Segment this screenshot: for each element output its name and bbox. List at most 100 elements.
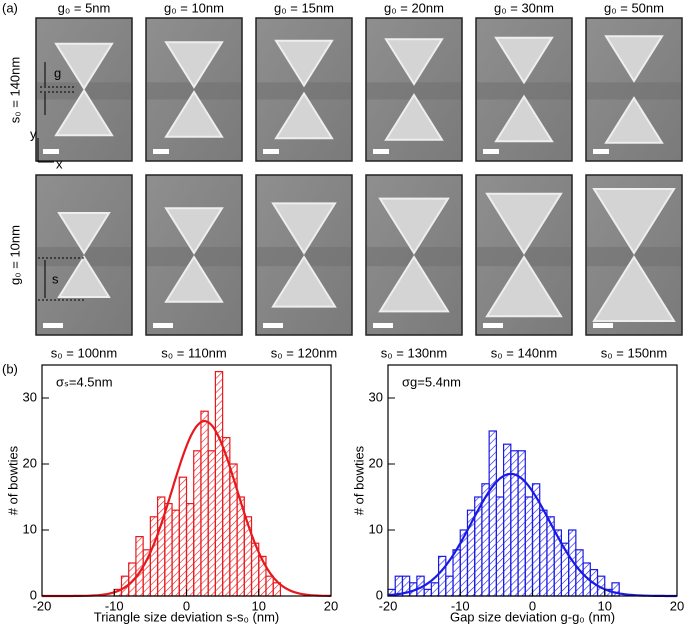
column-label: g₀ = 15nm — [274, 0, 334, 15]
row-label: g₀ = 10nm — [7, 225, 22, 285]
column-label: g₀ = 30nm — [494, 0, 554, 15]
histogram-bar — [265, 575, 274, 597]
column-label: s₀ = 100nm — [51, 345, 117, 360]
nanotriangle — [378, 255, 450, 313]
column-label: s₀ = 120nm — [271, 345, 337, 360]
nanotriangle — [494, 36, 554, 85]
x-axis-title: Triangle size deviation s-s₀ (nm) — [94, 609, 280, 624]
y-tick-label: 0 — [376, 587, 383, 602]
y-tick-label: 30 — [23, 389, 37, 404]
histogram-bar — [193, 450, 202, 597]
dimension-label: g — [54, 65, 61, 80]
nanotriangle — [592, 255, 676, 322]
y-tick-label: 10 — [369, 521, 383, 536]
nanotriangle — [271, 255, 337, 308]
panel-label: (a) — [2, 0, 18, 15]
nanotriangle — [494, 94, 554, 143]
substrate-band — [587, 82, 681, 100]
scale-bar — [43, 323, 63, 328]
column-label: g₀ = 10nm — [164, 0, 224, 15]
nanotriangle — [164, 41, 224, 89]
gaussian-fit — [387, 472, 677, 598]
x-tick-label: 0 — [529, 598, 536, 613]
nanotriangle — [604, 96, 664, 144]
scale-bar — [263, 323, 283, 328]
histogram-bar — [495, 496, 505, 597]
histogram-bar — [214, 371, 224, 597]
scale-bar — [153, 149, 169, 154]
nanotriangle — [164, 255, 224, 303]
histogram-bar — [149, 516, 159, 597]
substrate-band — [257, 82, 351, 100]
nanotriangle — [378, 197, 450, 255]
x-tick-label: -10 — [451, 598, 470, 613]
histogram-bar — [539, 509, 548, 597]
scale-bar — [593, 149, 609, 154]
row-label: s₀ = 140nm — [7, 57, 22, 123]
panel-label: (b) — [2, 361, 18, 376]
nanotriangle — [164, 207, 224, 255]
y-axis-title: # of bowties — [351, 445, 366, 515]
annotation: σₛ=4.5nm — [56, 374, 113, 389]
nanotriangle — [384, 93, 444, 141]
axis-indicator: y — [30, 126, 37, 141]
histogram-bar — [452, 549, 461, 597]
histogram-bar — [164, 503, 173, 597]
scale-bar — [593, 323, 613, 328]
y-axis-title: # of bowties — [5, 445, 20, 515]
y-tick-label: 10 — [23, 521, 37, 536]
column-label: g₀ = 5nm — [58, 0, 111, 15]
histogram-bar — [157, 496, 166, 597]
histogram-bar — [503, 443, 512, 597]
x-tick-label: -20 — [33, 598, 52, 613]
histogram-bar — [517, 450, 526, 597]
histogram-bar — [437, 555, 447, 597]
x-tick-label: 20 — [324, 598, 338, 613]
y-tick-label: 20 — [23, 455, 37, 470]
column-label: s₀ = 140nm — [491, 345, 557, 360]
nanotriangle — [485, 192, 563, 255]
x-tick-label: 10 — [252, 598, 266, 613]
column-label: g₀ = 20nm — [384, 0, 444, 15]
column-label: s₀ = 110nm — [161, 345, 227, 360]
scale-bar — [263, 149, 279, 154]
scale-bar — [43, 149, 59, 154]
nanotriangle — [485, 255, 563, 318]
histogram-bar — [510, 450, 519, 597]
substrate-band — [367, 82, 461, 100]
x-axis-title: Gap size deviation g-g₀ (nm) — [450, 609, 615, 624]
nanotriangle — [164, 90, 224, 138]
nanotriangle — [592, 188, 676, 255]
histogram-bar — [524, 496, 534, 597]
nanotriangle — [274, 91, 334, 140]
scale-bar — [483, 323, 503, 328]
scale-bar — [373, 149, 389, 154]
axis-indicator: x — [56, 156, 63, 171]
x-tick-label: 0 — [183, 598, 190, 613]
histogram-bar — [430, 582, 440, 597]
histogram-bar — [178, 476, 188, 597]
x-tick-label: 20 — [670, 598, 684, 613]
histogram-bar — [423, 588, 432, 597]
y-tick-label: 0 — [30, 587, 37, 602]
histogram-bar — [445, 575, 454, 597]
nanotriangle — [57, 255, 111, 298]
histogram-bar — [200, 410, 209, 597]
nanotriangle — [54, 88, 114, 137]
histogram-bar — [185, 503, 195, 597]
histogram-bar — [488, 430, 497, 597]
nanotriangle — [384, 38, 444, 86]
histogram-bar — [171, 509, 180, 597]
x-tick-label: -20 — [379, 598, 398, 613]
scale-bar — [373, 323, 393, 328]
column-label: s₀ = 150nm — [601, 345, 667, 360]
column-label: g₀ = 50nm — [604, 0, 664, 15]
substrate-band — [477, 82, 571, 100]
x-tick-label: -10 — [105, 598, 124, 613]
nanotriangle — [271, 202, 337, 255]
column-label: s₀ = 130nm — [381, 345, 447, 360]
y-tick-label: 20 — [369, 455, 383, 470]
dimension-label: s — [52, 271, 59, 286]
